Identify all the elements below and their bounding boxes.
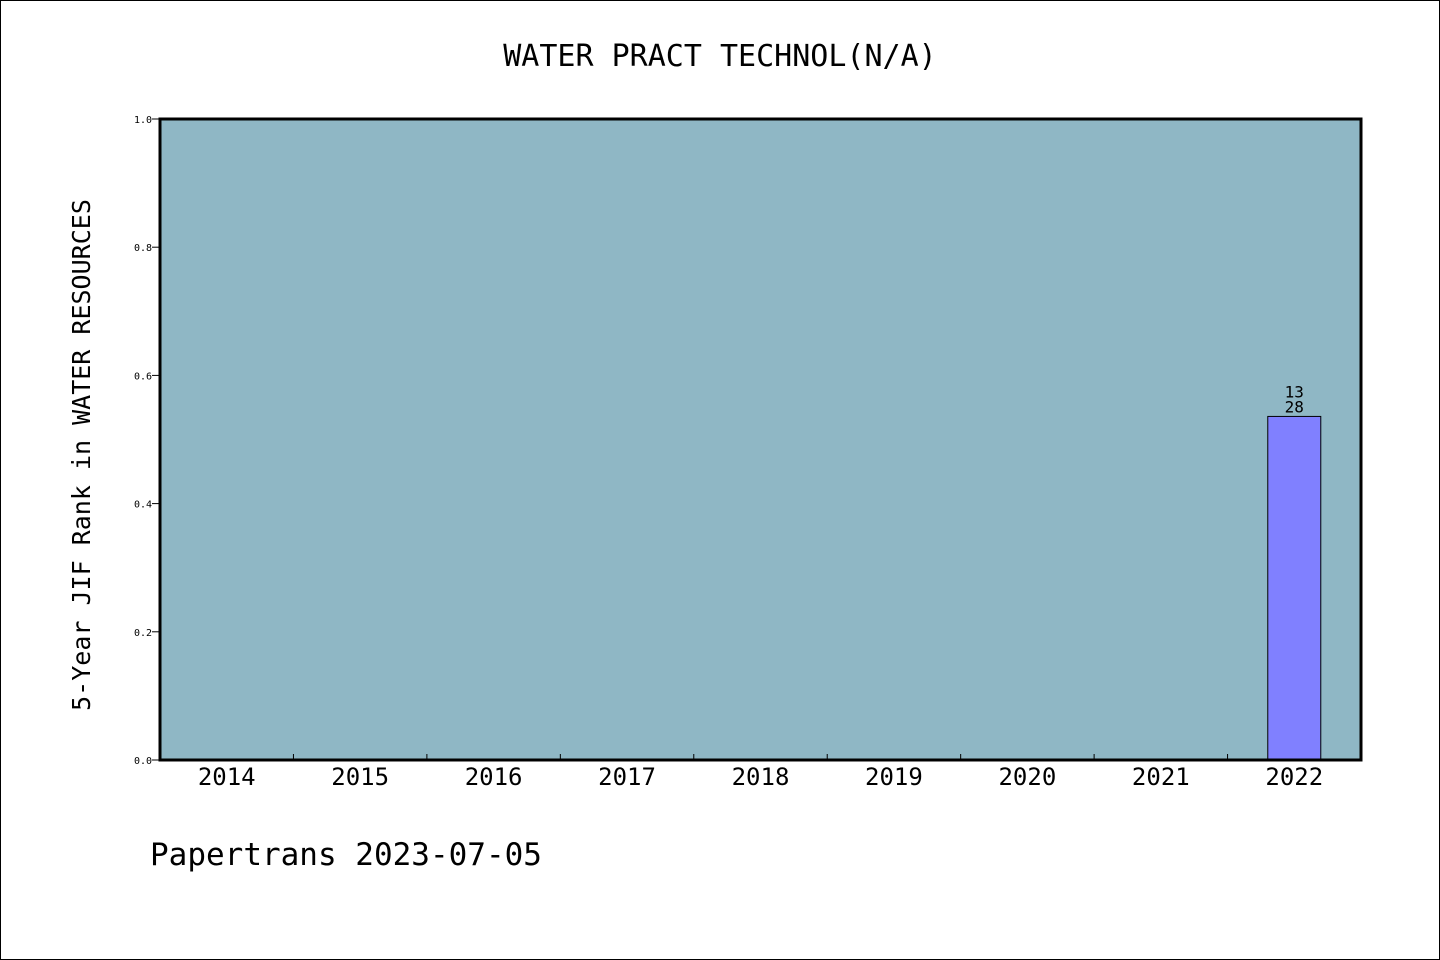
footer-text: Papertrans 2023-07-05 — [150, 837, 542, 873]
bar-label-total: 28 — [1285, 397, 1304, 416]
plot-border — [158, 117, 1363, 762]
y-axis-label: 5-Year JIF Rank in WATER RESOURCES — [67, 199, 96, 711]
x-tick-label: 2016 — [465, 763, 523, 791]
bar-2022 — [1267, 415, 1322, 761]
y-axis-ticks: 0.0 0.2 0.4 0.6 0.8 1.0 — [134, 115, 160, 767]
plot-area — [160, 119, 1361, 760]
x-tick-label: 2021 — [1132, 763, 1190, 791]
y-tick-label: 0.4 — [134, 500, 152, 511]
chart-title: WATER PRACT TECHNOL(N/A) — [503, 39, 936, 74]
x-tick-label: 2015 — [331, 763, 389, 791]
x-tick-label: 2019 — [865, 763, 923, 791]
y-tick-label: 0.0 — [134, 756, 152, 767]
bar-label-rank: 13 — [1285, 382, 1304, 401]
x-tick-label: 2014 — [198, 763, 256, 791]
x-tick-label: 2018 — [732, 763, 790, 791]
x-axis-ticks: 2014 2015 2016 2017 2018 2019 2020 2021 2022 — [198, 754, 1323, 791]
y-tick-label: 0.6 — [134, 371, 152, 382]
x-tick-label: 2022 — [1265, 763, 1323, 791]
y-tick-label: 0.2 — [134, 628, 152, 639]
y-tick-label: 1.0 — [134, 115, 152, 126]
x-tick-label: 2017 — [598, 763, 656, 791]
x-tick-label: 2020 — [998, 763, 1056, 791]
y-tick-label: 0.8 — [134, 243, 152, 254]
